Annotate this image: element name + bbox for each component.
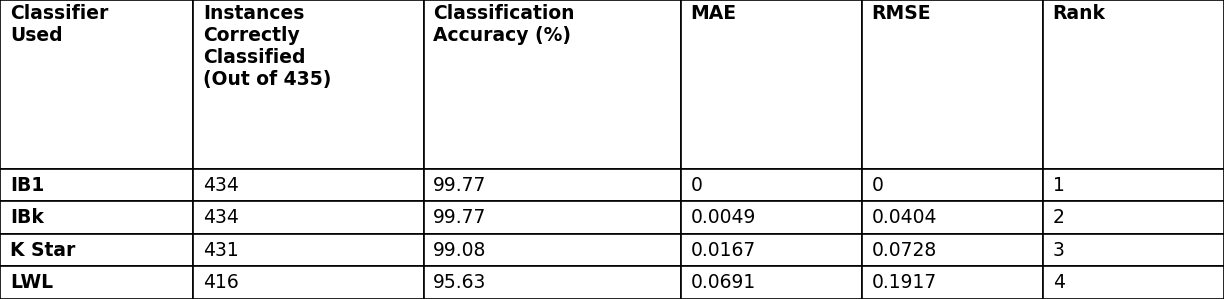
Text: 99.77: 99.77 [433,208,487,227]
Text: 0.0167: 0.0167 [690,241,755,260]
Text: LWL: LWL [10,273,53,292]
Bar [1043,0,1224,169]
Text: MAE: MAE [690,4,737,24]
Bar [862,234,1043,266]
Bar [0,0,193,169]
Text: 434: 434 [203,208,239,227]
Text: 434: 434 [203,176,239,195]
Text: 1: 1 [1053,176,1065,195]
Bar [0,266,193,299]
Text: 0.0691: 0.0691 [690,273,755,292]
Text: 99.77: 99.77 [433,176,487,195]
Bar [0,234,193,266]
Text: Rank: Rank [1053,4,1105,24]
Text: 0: 0 [690,176,703,195]
Bar [681,169,862,202]
Text: RMSE: RMSE [871,4,931,24]
Bar [1043,234,1224,266]
Bar [424,266,681,299]
Text: 95.63: 95.63 [433,273,487,292]
Text: IB1: IB1 [10,176,44,195]
Bar [0,169,193,202]
Bar [193,169,424,202]
Bar [0,202,193,234]
Bar [862,0,1043,169]
Bar [424,0,681,169]
Bar [193,202,424,234]
Text: Instances
Correctly
Classified
(Out of 435): Instances Correctly Classified (Out of 4… [203,4,332,89]
Bar [681,202,862,234]
Bar [424,202,681,234]
Bar [424,169,681,202]
Bar [681,266,862,299]
Bar [681,0,862,169]
Text: 99.08: 99.08 [433,241,487,260]
Text: Classification
Accuracy (%): Classification Accuracy (%) [433,4,575,45]
Text: 416: 416 [203,273,239,292]
Bar [193,234,424,266]
Bar [193,266,424,299]
Text: 431: 431 [203,241,239,260]
Bar [424,234,681,266]
Bar [1043,266,1224,299]
Text: 0.1917: 0.1917 [871,273,936,292]
Text: 4: 4 [1053,273,1065,292]
Text: 0.0404: 0.0404 [871,208,938,227]
Text: K Star: K Star [10,241,75,260]
Text: 3: 3 [1053,241,1065,260]
Bar [862,266,1043,299]
Text: Classifier
Used: Classifier Used [10,4,108,45]
Text: 2: 2 [1053,208,1065,227]
Bar [193,0,424,169]
Text: 0: 0 [871,176,884,195]
Bar [681,234,862,266]
Text: 0.0049: 0.0049 [690,208,755,227]
Text: IBk: IBk [10,208,44,227]
Bar [1043,202,1224,234]
Bar [862,169,1043,202]
Bar [1043,169,1224,202]
Text: 0.0728: 0.0728 [871,241,936,260]
Bar [862,202,1043,234]
